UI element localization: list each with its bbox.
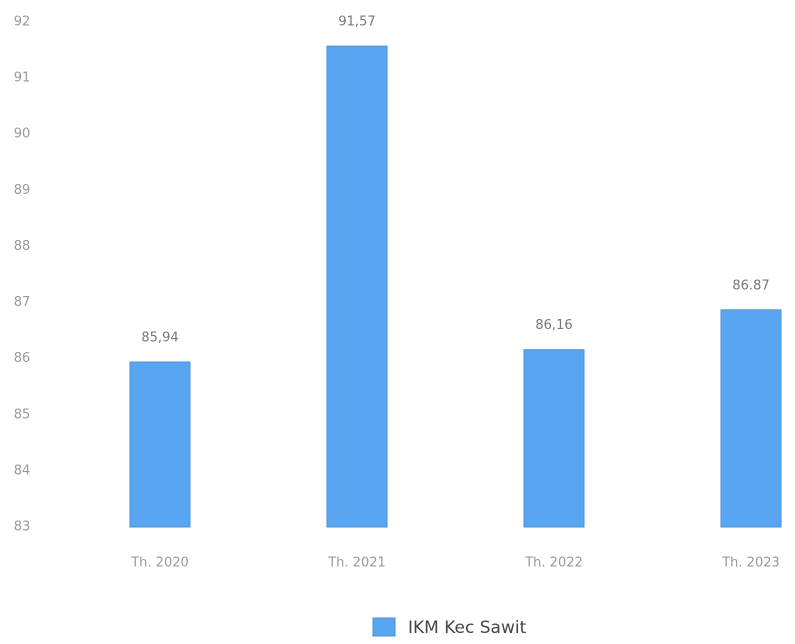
- data-label: 85,94: [141, 331, 178, 346]
- y-tick-label: 91: [14, 71, 31, 86]
- x-tick-label: Th. 2023: [721, 556, 780, 571]
- data-label: 86,16: [535, 318, 572, 333]
- legend-swatch: [372, 617, 396, 637]
- y-tick-label: 92: [14, 15, 31, 30]
- legend-label: IKM Kec Sawit: [408, 618, 527, 638]
- bar: [523, 349, 585, 528]
- x-tick-label: Th. 2020: [130, 556, 189, 571]
- y-tick-label: 86: [14, 351, 31, 366]
- y-tick-label: 83: [14, 520, 31, 535]
- y-tick-label: 87: [14, 295, 31, 310]
- bar: [129, 361, 191, 528]
- bar: [720, 309, 782, 528]
- y-tick-label: 88: [14, 239, 31, 254]
- x-tick-label: Th. 2021: [327, 556, 386, 571]
- data-label: 91,57: [338, 15, 375, 30]
- data-label: 86.87: [732, 278, 769, 293]
- y-tick-label: 85: [14, 407, 31, 422]
- x-tick-label: Th. 2022: [524, 556, 583, 571]
- y-tick-label: 84: [14, 463, 31, 478]
- y-tick-label: 89: [14, 183, 31, 198]
- bar: [326, 45, 388, 528]
- y-tick-label: 90: [14, 127, 31, 142]
